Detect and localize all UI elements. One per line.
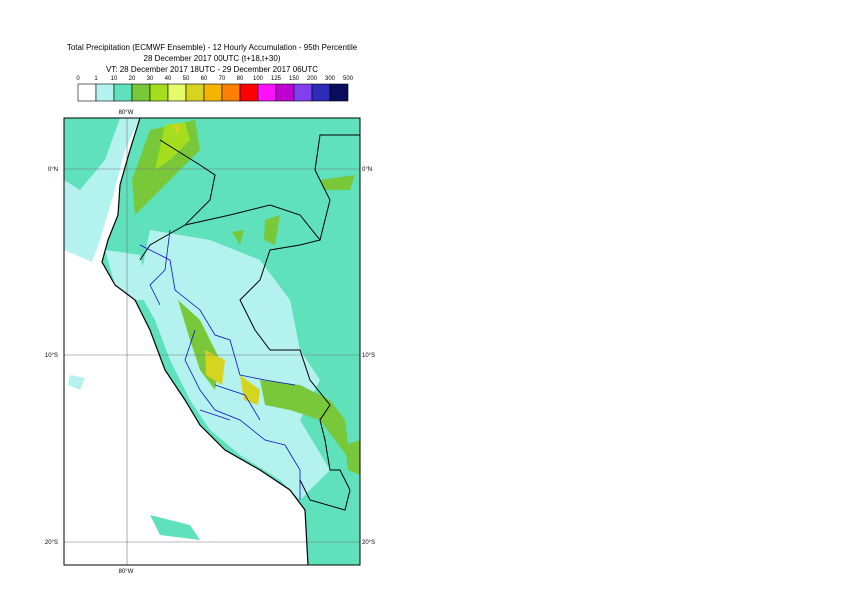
colorbar-label: 0 [76,76,80,82]
lon-label-top: 80°W [119,110,134,116]
colorbar-label: 150 [289,76,300,82]
colorbar-box [311,83,331,102]
colorbar-label: 40 [165,76,172,82]
colorbar-box [329,83,349,102]
lat-label-right: 10°S [362,353,375,359]
lat-label-left: 20°S [45,540,58,546]
colorbar-label: 20 [129,76,136,82]
colorbar-box [293,83,313,102]
lat-label-left: 0°N [48,167,58,173]
valid-time: VT: 28 December 2017 18UTC - 29 December… [106,65,318,74]
colorbar-label: 125 [271,76,282,82]
colorbar-label: 200 [307,76,318,82]
colorbar-label: 100 [253,76,264,82]
lon-label-bottom: 80°W [119,569,134,575]
colorbar-box [203,83,223,102]
map-frame [63,117,361,566]
colorbar-box [185,83,205,102]
colorbar-box [95,83,115,102]
colorbar-box [113,83,133,102]
colorbar-label: 500 [343,76,354,82]
colorbar-box [149,83,169,102]
colorbar-label: 70 [219,76,226,82]
colorbar-label: 50 [183,76,190,82]
colorbar-box [221,83,241,102]
lat-labels: 0°N 0°N 10°S 10°S 20°S 20°S [45,167,375,546]
lat-label-right: 0°N [362,167,372,173]
colorbar-box [77,83,97,102]
base-time: 28 December 2017 00UTC (t+18,t+30) [144,54,281,63]
colorbar-label: 60 [201,76,208,82]
colorbar-label: 30 [147,76,154,82]
title: Total Precipitation (ECMWF Ensemble) - 1… [67,43,358,52]
colorbar-label: 10 [111,76,118,82]
colorbar-label: 80 [237,76,244,82]
colorbar-box [275,83,295,102]
lat-label-right: 20°S [362,540,375,546]
colorbar-label: 1 [94,76,98,82]
colorbar-box [257,83,277,102]
colorbar-box [131,83,151,102]
map [64,118,360,565]
colorbar: 0 1 10 20 30 40 50 60 70 80 100 125 150 200 300 500 [76,76,354,102]
lat-label-left: 10°S [45,353,58,359]
colorbar-box [239,83,259,102]
colorbar-label: 300 [325,76,336,82]
colorbar-box [167,83,187,102]
